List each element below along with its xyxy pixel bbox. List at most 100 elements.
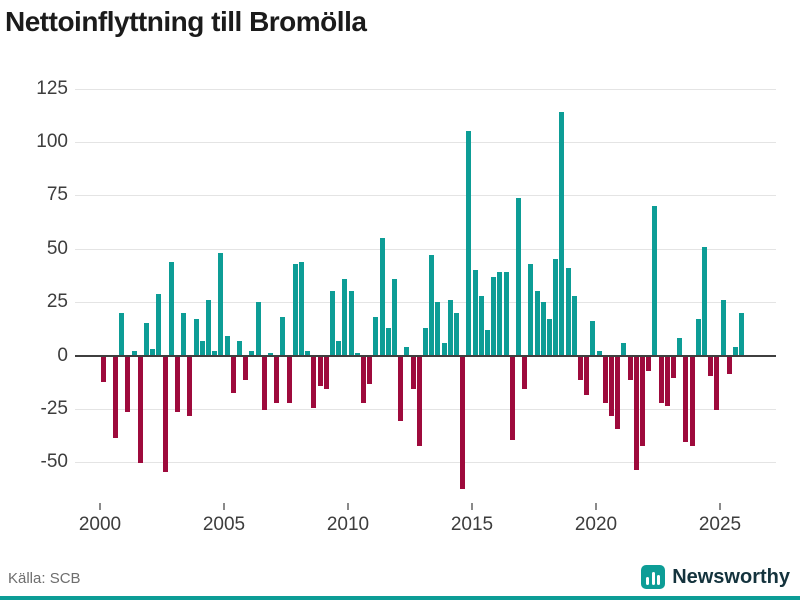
bar-2013Q2 [429, 255, 435, 356]
bar-2011Q3 [385, 327, 391, 356]
y-axis-label-100: 100 [36, 131, 68, 153]
gridline-100 [75, 142, 776, 144]
bar-2004Q1 [199, 340, 205, 356]
brand-logo: Newsworthy [641, 565, 790, 589]
bar-2013Q4 [441, 342, 447, 356]
bar-2025Q2 [726, 356, 732, 374]
bar-2012Q3 [410, 356, 416, 389]
bar-2008Q2 [305, 351, 311, 356]
bar-2016Q2 [503, 272, 509, 356]
bar-2016Q1 [497, 272, 503, 356]
bar-2020Q3 [609, 356, 614, 417]
bar-2022Q3 [658, 356, 664, 404]
bar-2012Q2 [404, 346, 410, 356]
bar-2023Q2 [677, 338, 683, 356]
bar-2001Q2 [131, 351, 137, 356]
bar-2009Q4 [342, 278, 348, 356]
bar-2015Q1 [472, 270, 478, 356]
gridline-125 [75, 88, 776, 90]
bar-2014Q2 [454, 312, 459, 356]
bar-2014Q3 [460, 356, 466, 489]
bar-2025Q1 [720, 300, 726, 356]
bar-2012Q4 [416, 356, 422, 447]
bar-2021Q4 [640, 356, 645, 447]
bar-2008Q3 [311, 356, 317, 408]
y-axis-label--50: -50 [40, 451, 68, 473]
bar-2007Q3 [286, 356, 292, 404]
bar-2017Q4 [540, 302, 546, 356]
x-axis-tick-2015 [471, 503, 473, 510]
bar-2025Q4 [739, 312, 745, 356]
gridline-50 [75, 248, 776, 250]
gridline--50 [75, 462, 776, 464]
bar-2018Q2 [553, 259, 559, 356]
bar-2003Q4 [193, 319, 199, 356]
bar-2018Q1 [547, 319, 552, 356]
bar-2011Q1 [373, 317, 379, 356]
bar-2001Q4 [144, 323, 149, 356]
y-axis-label--25: -25 [40, 397, 68, 419]
y-axis-label-125: 125 [36, 77, 68, 99]
bar-2009Q3 [336, 340, 342, 356]
x-axis-tick-2020 [595, 503, 597, 510]
bar-2024Q3 [708, 356, 714, 376]
bar-2006Q4 [268, 353, 273, 356]
bar-2022Q2 [652, 206, 658, 356]
bar-2007Q4 [292, 263, 298, 356]
bar-2017Q1 [522, 356, 528, 389]
x-axis-label-2000: 2000 [78, 514, 122, 535]
x-axis-label-2020: 2020 [574, 514, 618, 535]
bar-2019Q1 [571, 295, 577, 356]
y-axis-label-25: 25 [46, 291, 68, 313]
bar-2007Q1 [274, 356, 280, 404]
bar-2016Q3 [509, 356, 515, 440]
bar-2022Q4 [664, 356, 670, 406]
bar-2005Q3 [237, 340, 242, 356]
bar-2019Q4 [590, 321, 596, 356]
bar-2012Q1 [398, 356, 404, 421]
x-axis-tick-2025 [719, 503, 721, 510]
y-axis-label-75: 75 [46, 184, 68, 206]
y-axis-label-50: 50 [46, 237, 68, 259]
gridline--25 [75, 408, 776, 410]
bar-2004Q3 [212, 351, 218, 356]
bar-2024Q2 [702, 246, 707, 356]
bar-2018Q3 [559, 112, 565, 356]
brand-name: Newsworthy [672, 565, 790, 588]
bar-2017Q3 [534, 291, 540, 356]
bar-2023Q3 [683, 356, 689, 442]
bar-2007Q2 [280, 317, 286, 356]
bar-2013Q1 [423, 327, 428, 356]
brand-bottom-strip [0, 596, 800, 600]
bar-2025Q3 [733, 346, 738, 356]
x-axis-tick-2005 [223, 503, 225, 510]
bar-2014Q4 [466, 131, 472, 356]
bar-2021Q1 [621, 342, 627, 356]
x-axis-label-2010: 2010 [326, 514, 370, 535]
bar-2010Q1 [348, 291, 354, 356]
bar-2005Q1 [224, 336, 230, 356]
bar-2011Q4 [392, 278, 397, 356]
bar-2003Q2 [181, 312, 187, 356]
bar-2021Q2 [627, 356, 633, 380]
bar-2024Q1 [695, 319, 701, 356]
bar-2006Q2 [255, 302, 261, 356]
bar-2020Q1 [596, 351, 602, 356]
bar-2020Q4 [615, 356, 621, 430]
x-axis-label-2005: 2005 [202, 514, 246, 535]
bar-2005Q2 [230, 356, 236, 393]
bar-2004Q2 [206, 300, 211, 356]
source-note: Källa: SCB [8, 570, 81, 587]
bar-2022Q1 [646, 356, 652, 372]
bar-2019Q3 [584, 356, 590, 395]
bar-2002Q4 [168, 261, 174, 356]
bar-2010Q2 [354, 353, 360, 356]
bar-2006Q1 [249, 351, 255, 356]
bar-2005Q4 [243, 356, 249, 380]
bar-2004Q4 [218, 253, 224, 356]
bar-2010Q3 [361, 356, 366, 404]
bar-2008Q4 [317, 356, 323, 387]
bar-2000Q1 [100, 356, 106, 383]
x-axis-label-2015: 2015 [450, 514, 494, 535]
x-axis-label-2025: 2025 [698, 514, 742, 535]
